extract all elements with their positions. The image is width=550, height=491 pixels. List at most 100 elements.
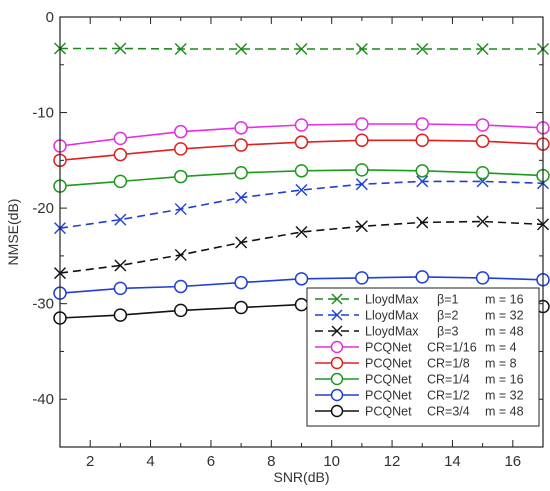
circle-marker	[294, 164, 309, 178]
series-pcqnet-CR=1/16	[53, 117, 550, 153]
circle-marker	[355, 271, 369, 285]
circle-marker	[234, 275, 248, 290]
circle-marker	[174, 279, 188, 294]
legend-m: m = 32	[485, 389, 524, 403]
circle-marker	[294, 135, 309, 149]
circle-marker	[475, 166, 490, 180]
legend-entry: LloydMax β=3 m = 48	[315, 325, 524, 339]
series-pcqnet-CR=1/2	[53, 270, 550, 300]
legend-param: β=2	[437, 309, 458, 323]
legend-m: m = 32	[485, 309, 524, 323]
x-marker	[235, 43, 248, 56]
legend-entry: PCQNet CR=1/2 m = 32	[315, 389, 524, 403]
circle-marker	[113, 281, 128, 296]
circle-marker	[234, 300, 248, 315]
x-tick-label: 16	[504, 453, 521, 470]
legend-param: CR=1/2	[427, 389, 470, 403]
series-lloydmax-β=1	[54, 42, 549, 56]
x-marker	[416, 216, 429, 229]
x-marker	[331, 325, 343, 337]
series-lloydmax-β=2	[54, 175, 549, 235]
legend-param: CR=1/16	[427, 341, 477, 355]
x-tick-label: 2	[86, 453, 94, 470]
legend-param: CR=1/8	[427, 357, 470, 371]
legend-param: CR=1/4	[427, 373, 470, 387]
legend-param: CR=3/4	[427, 405, 470, 419]
legend-entry: PCQNet CR=1/8 m = 8	[315, 357, 517, 371]
axis-ticks: 2 4 6 8 10 12 14 16 0 -10 -20 -30 -40	[32, 9, 544, 470]
x-marker	[235, 236, 248, 249]
legend-name: LloydMax	[365, 325, 419, 339]
legend-entry: PCQNet CR=1/16 m = 4	[315, 341, 517, 355]
circle-marker	[355, 133, 369, 148]
legend-m: m = 16	[485, 373, 524, 387]
legend-name: PCQNet	[365, 389, 412, 403]
legend-name: LloydMax	[365, 309, 419, 323]
circle-marker	[234, 121, 248, 135]
circle-marker	[330, 356, 344, 370]
circle-marker	[415, 117, 429, 131]
legend-entry: PCQNet CR=3/4 m = 48	[315, 405, 524, 419]
x-marker	[114, 259, 127, 272]
series-pcqnet-CR=1/4	[53, 163, 550, 193]
x-marker	[331, 293, 343, 305]
x-marker	[174, 248, 187, 261]
x-tick-label: 12	[384, 453, 401, 470]
x-marker	[295, 43, 308, 56]
x-tick-label: 10	[323, 453, 340, 470]
x-marker	[174, 203, 187, 216]
circle-marker	[294, 118, 309, 132]
x-marker	[476, 215, 489, 228]
y-tick-label: -30	[32, 296, 54, 313]
x-tick-label: 8	[267, 453, 275, 470]
series-layer	[53, 42, 550, 325]
circle-marker	[330, 372, 344, 386]
x-axis-label: SNR(dB)	[273, 469, 329, 485]
circle-marker	[330, 388, 344, 402]
circle-marker	[113, 131, 128, 146]
legend-name: PCQNet	[365, 405, 412, 419]
legend-param: β=1	[437, 293, 458, 307]
x-marker	[331, 309, 343, 321]
x-marker	[416, 175, 429, 188]
legend-name: PCQNet	[365, 341, 412, 355]
x-marker	[295, 226, 308, 238]
y-tick-label: -20	[32, 200, 54, 217]
circle-marker	[415, 164, 429, 178]
series-pcqnet-CR=1/8	[53, 133, 550, 168]
circle-marker	[174, 124, 188, 139]
legend-m: m = 8	[485, 357, 517, 371]
x-tick-label: 14	[444, 453, 461, 470]
circle-marker	[330, 404, 344, 418]
x-tick-label: 4	[146, 453, 154, 470]
circle-marker	[234, 138, 248, 152]
legend-entry: PCQNet CR=1/4 m = 16	[315, 373, 524, 387]
circle-marker	[415, 270, 429, 284]
x-marker	[174, 43, 187, 56]
circle-marker	[113, 308, 128, 322]
circle-marker	[234, 166, 248, 180]
legend-entry: LloydMax β=1 m = 16	[315, 293, 524, 307]
x-marker	[114, 42, 127, 55]
legend-m: m = 16	[485, 293, 524, 307]
x-marker	[416, 43, 429, 56]
circle-marker	[174, 303, 188, 318]
y-tick-label: 0	[46, 9, 54, 26]
legend-m: m = 48	[485, 325, 524, 339]
series-line	[59, 180, 544, 229]
series-lloydmax-β=3	[54, 215, 549, 280]
circle-marker	[113, 147, 128, 162]
circle-marker	[355, 163, 369, 177]
x-marker	[476, 43, 489, 56]
x-marker	[355, 178, 368, 191]
legend-name: LloydMax	[365, 293, 419, 307]
circle-marker	[415, 133, 429, 148]
circle-marker	[294, 297, 309, 312]
y-tick-label: -40	[32, 391, 54, 408]
legend-name: PCQNet	[365, 357, 412, 371]
legend-param: β=3	[437, 325, 458, 339]
y-tick-label: -10	[32, 105, 54, 122]
legend-entry: LloydMax β=2 m = 32	[315, 309, 524, 323]
x-marker	[355, 220, 368, 233]
x-marker	[295, 183, 308, 196]
